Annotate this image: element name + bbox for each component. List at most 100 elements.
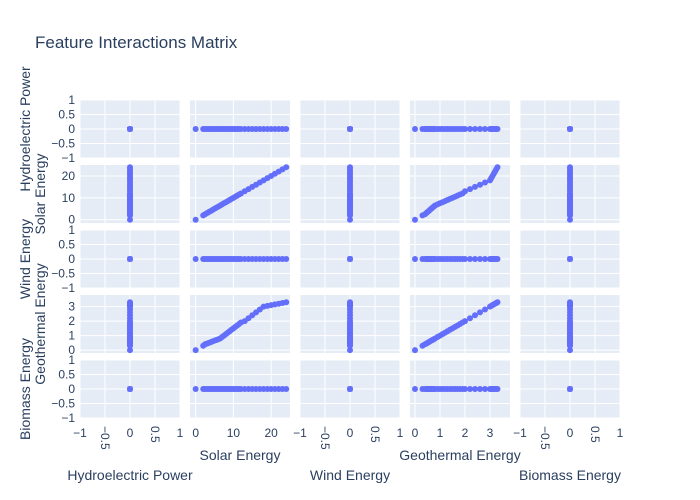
panel-hydroelectric-power-vs-wind-energy xyxy=(299,99,401,159)
data-point xyxy=(412,256,418,262)
data-point xyxy=(494,126,501,132)
data-point xyxy=(567,347,573,354)
x-tick-label: 0 xyxy=(192,426,199,440)
panel-geothermal-energy-vs-geothermal-energy xyxy=(410,295,510,354)
panel-biomass-energy-vs-hydroelectric-power xyxy=(79,359,181,419)
data-point xyxy=(472,183,478,190)
x-tick-label: 1 xyxy=(437,426,444,440)
data-point xyxy=(283,386,290,392)
data-point xyxy=(567,299,573,306)
data-point xyxy=(467,126,473,132)
y-axis-title-wind-energy: Wind Energy xyxy=(17,219,33,299)
y-tick-label: 2 xyxy=(68,314,75,328)
data-point xyxy=(467,256,473,262)
panel-solar-energy-vs-hydroelectric-power xyxy=(79,164,181,223)
y-tick-label: −0.5 xyxy=(51,137,75,151)
x-tick-label: 0 xyxy=(412,426,419,440)
x-tick-label: 1 xyxy=(177,426,184,440)
data-point xyxy=(127,126,133,132)
data-point xyxy=(567,126,573,132)
x-tick-label: 0 xyxy=(127,426,134,440)
x-tick-label: −1 xyxy=(293,426,307,440)
data-point xyxy=(462,188,468,195)
x-tick-label: −1 xyxy=(73,426,87,440)
data-point xyxy=(192,256,199,262)
panel-wind-energy-vs-hydroelectric-power xyxy=(79,229,181,289)
data-point xyxy=(283,299,290,306)
panel-solar-energy-vs-geothermal-energy xyxy=(410,164,510,223)
x-tick-label: 1 xyxy=(617,426,624,440)
panel-hydroelectric-power-vs-solar-energy xyxy=(190,99,290,159)
data-point xyxy=(462,386,468,392)
x-tick-label: 1 xyxy=(397,426,404,440)
data-point xyxy=(127,347,133,354)
data-point xyxy=(567,164,573,171)
data-point xyxy=(127,256,133,262)
x-tick-label: −0.5 xyxy=(538,426,552,450)
y-tick-label: −1 xyxy=(61,151,75,165)
panel-geothermal-energy-vs-wind-energy xyxy=(299,295,401,354)
data-point xyxy=(347,164,353,171)
data-point xyxy=(472,312,478,319)
y-axis-title-hydroelectric-power: Hydroelectric Power xyxy=(17,66,33,192)
y-tick-label: 1 xyxy=(68,93,75,107)
panel-wind-energy-vs-wind-energy xyxy=(299,229,401,289)
data-point xyxy=(567,386,573,392)
panel-geothermal-energy-vs-hydroelectric-power xyxy=(79,295,181,354)
y-tick-label: 1 xyxy=(68,329,75,343)
x-tick-label: 0.5 xyxy=(368,426,382,443)
y-tick-label: −1 xyxy=(61,281,75,295)
data-point xyxy=(472,256,478,262)
data-point xyxy=(482,306,488,313)
y-tick-label: 10 xyxy=(62,191,76,205)
y-tick-label: 0 xyxy=(68,382,75,396)
x-axis-title-hydroelectric-power: Hydroelectric Power xyxy=(67,467,193,483)
data-point xyxy=(412,386,418,392)
data-point xyxy=(192,126,199,132)
x-tick-label: 0.5 xyxy=(148,426,162,443)
x-tick-label: −0.5 xyxy=(98,426,112,450)
y-axis-title-biomass-energy: Biomass Energy xyxy=(17,338,33,440)
data-point xyxy=(462,256,468,262)
data-point xyxy=(127,164,133,171)
data-point xyxy=(472,386,478,392)
panel-solar-energy-vs-wind-energy xyxy=(299,164,401,223)
data-point xyxy=(467,186,473,193)
data-point xyxy=(477,386,483,392)
panel-biomass-energy-vs-solar-energy xyxy=(190,359,290,419)
data-point xyxy=(567,256,573,262)
data-point xyxy=(462,126,468,132)
x-tick-label: 10 xyxy=(227,426,241,440)
data-point xyxy=(494,256,501,262)
data-point xyxy=(347,299,353,306)
y-tick-label: 0 xyxy=(68,122,75,136)
panel-biomass-energy-vs-geothermal-energy xyxy=(410,359,510,419)
y-tick-label: 0.5 xyxy=(58,108,75,122)
y-axis-title-solar-energy: Solar Energy xyxy=(32,154,48,235)
x-axis-title-solar-energy: Solar Energy xyxy=(200,447,281,463)
data-point xyxy=(347,256,353,262)
y-axis-title-geothermal-energy: Geothermal Energy xyxy=(32,263,48,384)
panel-solar-energy-vs-biomass-energy xyxy=(519,164,621,223)
panel-geothermal-energy-vs-solar-energy xyxy=(190,295,290,354)
y-tick-label: 0.5 xyxy=(58,238,75,252)
data-point xyxy=(494,386,501,392)
data-point xyxy=(482,126,488,132)
x-tick-label: −0.5 xyxy=(318,426,332,450)
x-tick-label: 0 xyxy=(567,426,574,440)
x-tick-label: 3 xyxy=(487,426,494,440)
y-tick-label: 0 xyxy=(68,213,75,227)
data-point xyxy=(467,386,473,392)
x-tick-label: 20 xyxy=(264,426,278,440)
data-point xyxy=(283,256,290,262)
data-point xyxy=(347,347,353,354)
x-axis-title-geothermal-energy: Geothermal Energy xyxy=(399,447,520,463)
data-point xyxy=(412,347,418,354)
data-point xyxy=(482,386,488,392)
panel-wind-energy-vs-geothermal-energy xyxy=(410,229,510,289)
y-tick-label: 1 xyxy=(68,353,75,367)
x-tick-label: 0 xyxy=(347,426,354,440)
data-point xyxy=(482,256,488,262)
panel-solar-energy-vs-solar-energy xyxy=(190,164,290,223)
